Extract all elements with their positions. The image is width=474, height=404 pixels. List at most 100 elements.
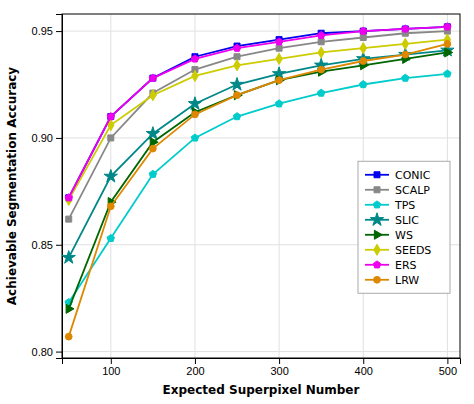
marker <box>402 51 409 58</box>
tick: 200 <box>186 358 204 377</box>
legend-marker <box>374 230 382 239</box>
marker <box>275 38 282 45</box>
tick-label: 500 <box>439 365 457 377</box>
marker <box>318 66 325 73</box>
marker <box>65 194 72 201</box>
marker <box>146 127 159 140</box>
legend-marker <box>370 213 383 226</box>
marker <box>234 60 240 71</box>
marker <box>402 26 408 32</box>
marker <box>150 75 156 81</box>
marker <box>276 45 282 51</box>
marker <box>149 74 156 81</box>
legend-marker <box>374 187 380 193</box>
marker <box>276 77 283 84</box>
marker <box>191 134 198 141</box>
tick-label: 0.80 <box>32 346 53 358</box>
legend-label: TPS <box>394 199 415 212</box>
legend-item: WS <box>365 229 413 242</box>
grid-line <box>62 137 460 138</box>
legend-item: TPS <box>365 199 415 212</box>
marker <box>360 27 367 34</box>
grid-line <box>194 14 195 358</box>
marker <box>317 31 324 38</box>
marker <box>360 43 366 54</box>
marker <box>149 145 156 152</box>
marker <box>234 91 242 100</box>
tick: 0.90 <box>32 132 62 144</box>
tick-mark <box>56 31 62 32</box>
marker <box>107 203 114 210</box>
marker <box>192 70 198 81</box>
marker <box>360 58 367 65</box>
series <box>62 43 454 263</box>
marker <box>65 333 72 340</box>
marker <box>402 38 408 49</box>
marker <box>444 41 451 48</box>
y-axis-title: Achievable Segmentation Accuracy <box>5 67 19 306</box>
grid-line <box>62 31 460 32</box>
tick-mark <box>56 138 62 139</box>
tick: 0.85 <box>32 239 62 251</box>
tick: 500 <box>439 358 457 377</box>
legend-item: ERS <box>365 259 417 272</box>
axis-line <box>63 359 461 365</box>
marker <box>444 24 450 30</box>
marker <box>360 28 366 34</box>
x-axis-title: Expected Superpixel Number <box>163 383 360 397</box>
marker <box>444 23 451 30</box>
tick-mark <box>363 358 364 364</box>
tick-label: 400 <box>355 365 373 377</box>
marker <box>104 169 117 182</box>
grid <box>62 14 460 358</box>
marker <box>66 195 72 201</box>
tick: 0.95 <box>32 25 62 37</box>
series <box>65 41 450 340</box>
marks <box>62 23 454 340</box>
legend-item: CONIC <box>365 169 431 182</box>
legend-marker <box>373 201 380 208</box>
legend-label: SCALP <box>395 184 430 197</box>
marker <box>149 170 156 177</box>
tick-label: 100 <box>102 365 120 377</box>
tick-mark <box>56 352 62 353</box>
marker <box>276 76 284 85</box>
plot-frame <box>62 14 460 358</box>
marker <box>62 251 75 264</box>
marker <box>150 90 156 101</box>
legend-marker <box>374 172 380 178</box>
grid-line <box>110 14 111 358</box>
marker <box>360 81 367 88</box>
tick-mark <box>195 358 196 364</box>
tick-mark <box>56 245 62 246</box>
legend-label: SEEDS <box>395 244 431 257</box>
tick-label: 200 <box>186 365 204 377</box>
marker <box>233 44 240 51</box>
tick: 100 <box>102 358 120 377</box>
y-axis: 0.80 0.85 0.90 0.95 <box>32 15 63 359</box>
marker <box>66 216 72 222</box>
legend-item: LRW <box>365 274 419 287</box>
tick-mark <box>447 358 448 364</box>
marker <box>191 55 198 62</box>
marker <box>192 111 199 118</box>
marker <box>66 304 74 313</box>
marker <box>318 47 324 58</box>
tick-label: 300 <box>270 365 288 377</box>
marker <box>360 35 366 41</box>
marker <box>445 48 453 57</box>
marker <box>188 97 201 110</box>
marker <box>275 100 282 107</box>
x-axis: 100 200 300 400 500 <box>63 358 461 377</box>
grid-line <box>62 351 460 352</box>
marker <box>234 92 241 99</box>
legend-label: ERS <box>395 259 417 272</box>
legend-label: CONIC <box>395 169 431 182</box>
marker <box>107 234 114 241</box>
legend-marker <box>374 244 380 255</box>
legend-marker <box>374 276 381 283</box>
marker <box>108 135 114 141</box>
legend-label: SLIC <box>395 214 419 227</box>
tick: 400 <box>355 358 373 377</box>
legend-label: LRW <box>395 274 419 287</box>
